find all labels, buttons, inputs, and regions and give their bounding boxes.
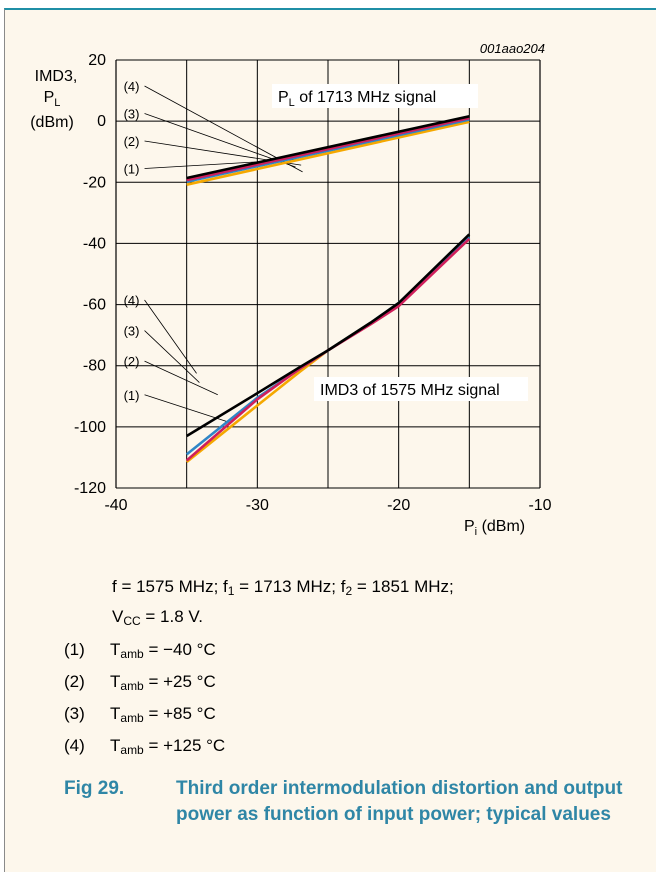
note-value: = +85 °C bbox=[143, 704, 216, 723]
note-symbol: T bbox=[110, 672, 121, 691]
curve-label-pl: (4) bbox=[124, 79, 140, 94]
note-subscript: amb bbox=[120, 647, 144, 661]
y-tick-label: -100 bbox=[74, 419, 106, 436]
curve-label-pl: (1) bbox=[124, 162, 140, 177]
y-tick-label: -80 bbox=[83, 358, 106, 375]
x-tick-labels: -40 -30 -20 -10 bbox=[104, 497, 551, 514]
caption-subscript: 2 bbox=[345, 584, 353, 598]
note-symbol: T bbox=[110, 640, 121, 659]
caption-text: = 1851 MHz; bbox=[352, 577, 454, 596]
note-value: = +125 °C bbox=[143, 736, 226, 755]
curve-label-pl: (2) bbox=[124, 134, 140, 149]
y-axis-label-line-1: IMD3, bbox=[35, 68, 78, 85]
chart: IMD3, PL (dBm) 20 0 -20 -40 -60 -80 -100 -120 -40… bbox=[30, 41, 551, 538]
imd3-label-background bbox=[314, 377, 528, 401]
caption-text: = 1713 MHz; f bbox=[234, 577, 346, 596]
y-tick-label: -40 bbox=[83, 235, 106, 252]
series-line-pl-1 bbox=[186, 120, 470, 186]
curve-label-pl: (3) bbox=[124, 107, 140, 122]
y-tick-label: 20 bbox=[88, 52, 106, 69]
note-subscript: amb bbox=[120, 711, 144, 725]
note-number: (3) bbox=[64, 704, 85, 723]
leader-line-imd3 bbox=[144, 360, 218, 396]
caption-text: f = 1575 MHz; f bbox=[112, 577, 228, 596]
y-tick-label: 0 bbox=[97, 113, 106, 130]
caption-subscript: CC bbox=[123, 614, 141, 628]
temperature-note: (3) Tamb = +85 °C bbox=[64, 704, 216, 725]
caption-text: = 1.8 V. bbox=[140, 607, 203, 626]
x-tick-label: -20 bbox=[387, 497, 410, 514]
note-subscript: amb bbox=[120, 679, 144, 693]
y-tick-label: -120 bbox=[74, 480, 106, 497]
caption-text: V bbox=[112, 607, 124, 626]
chart-grid bbox=[115, 59, 541, 489]
x-axis-label-text: Pi (dBm) bbox=[464, 518, 525, 538]
caption-line-2: VCC = 1.8 V. bbox=[112, 604, 454, 634]
temperature-note: (4) Tamb = +125 °C bbox=[64, 736, 225, 757]
series-lines bbox=[185, 115, 471, 464]
temperature-note: (2) Tamb = +25 °C bbox=[64, 672, 216, 693]
figure-title: Third order intermodulation distortion a… bbox=[176, 778, 623, 825]
note-number: (4) bbox=[64, 736, 85, 755]
series-line-imd3-4 bbox=[186, 233, 471, 438]
curve-label-imd3: (1) bbox=[124, 388, 140, 403]
y-axis-label: IMD3, PL (dBm) bbox=[30, 68, 77, 131]
series-line-pl-4 bbox=[186, 115, 470, 180]
annotations: (4) (3) (2) (1) (4) (3) (2) (1) PL of 1713 MHz s… bbox=[124, 79, 528, 403]
pl-label-background bbox=[272, 84, 478, 108]
series-line-pl-3 bbox=[186, 116, 470, 182]
curve-label-imd3: (2) bbox=[124, 354, 140, 369]
figure-caption: Fig 29. Third order intermodulation disto… bbox=[64, 776, 646, 828]
note-number: (2) bbox=[64, 672, 85, 691]
leader-line-imd3 bbox=[144, 330, 200, 383]
note-subscript: amb bbox=[120, 743, 144, 757]
figure-label: Fig 29. bbox=[64, 778, 125, 799]
caption-subscript: 1 bbox=[227, 584, 235, 598]
leader-line-pl bbox=[144, 113, 296, 168]
caption-line-1: f = 1575 MHz; f1 = 1713 MHz; f2 = 1851 M… bbox=[112, 574, 454, 604]
chart-caption: f = 1575 MHz; f1 = 1713 MHz; f2 = 1851 M… bbox=[112, 574, 454, 634]
x-tick-label: -10 bbox=[528, 497, 551, 514]
note-number: (1) bbox=[64, 640, 85, 659]
note-symbol: T bbox=[110, 704, 121, 723]
y-axis-label-line-3: (dBm) bbox=[30, 114, 74, 131]
curve-label-imd3: (3) bbox=[124, 324, 140, 339]
imd3-group-label: IMD3 of 1575 MHz signal bbox=[320, 382, 500, 399]
curve-label-leaders bbox=[144, 85, 303, 423]
x-axis-label: Pi (dBm) bbox=[464, 518, 525, 538]
note-value: = −40 °C bbox=[143, 640, 216, 659]
figure-id: 001aao204 bbox=[480, 41, 545, 56]
pl-group-label: PL of 1713 MHz signal bbox=[278, 89, 436, 109]
y-tick-labels: 20 0 -20 -40 -60 -80 -100 -120 bbox=[74, 52, 106, 497]
y-tick-label: -20 bbox=[83, 174, 106, 191]
series-line-pl-2 bbox=[186, 118, 470, 183]
x-tick-label: -40 bbox=[104, 497, 127, 514]
note-symbol: T bbox=[110, 736, 121, 755]
x-tick-label: -30 bbox=[246, 497, 269, 514]
y-axis-label-line-2: PL bbox=[44, 89, 61, 109]
y-tick-label: -60 bbox=[83, 297, 106, 314]
curve-label-imd3: (4) bbox=[124, 293, 140, 308]
note-value: = +25 °C bbox=[143, 672, 216, 691]
temperature-note: (1) Tamb = −40 °C bbox=[64, 640, 216, 661]
leader-line-imd3 bbox=[144, 299, 197, 374]
